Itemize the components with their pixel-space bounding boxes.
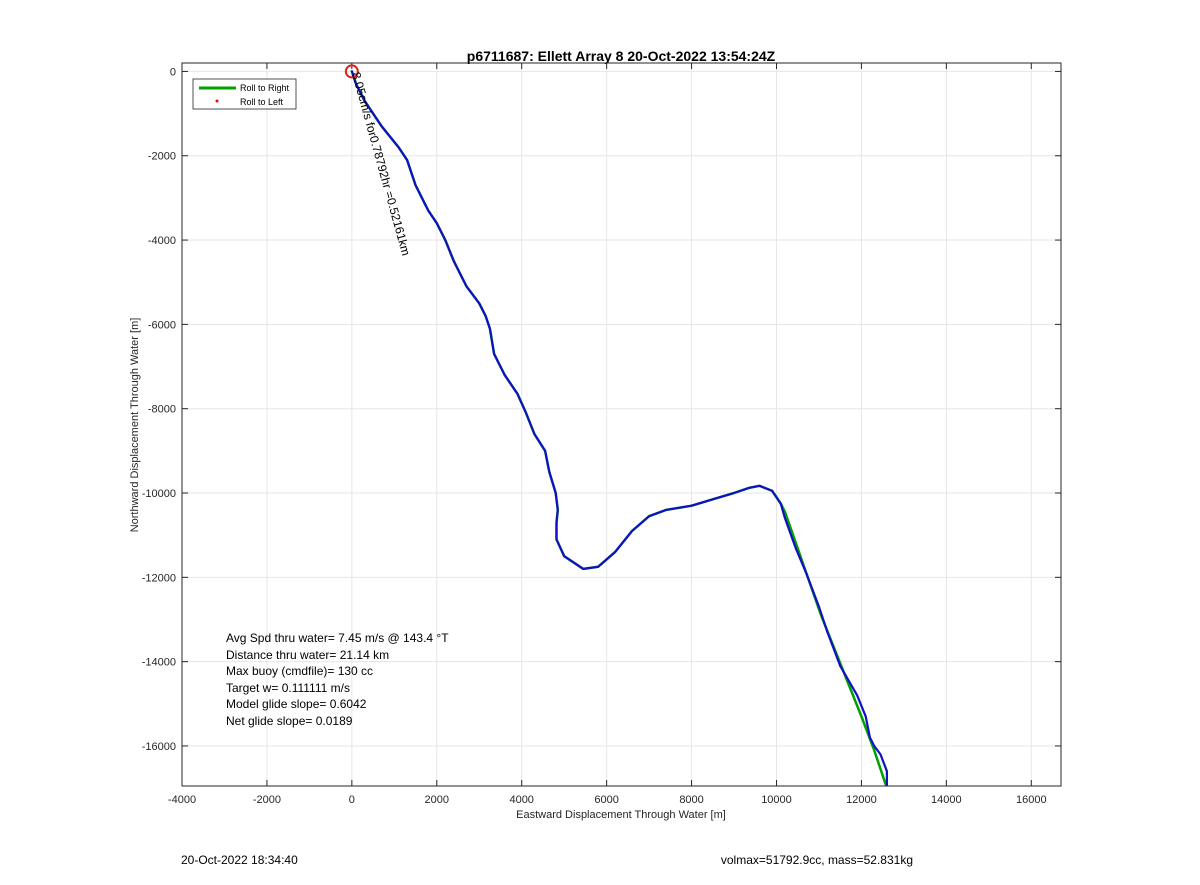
footer-timestamp: 20-Oct-2022 18:34:40 [181, 853, 298, 867]
legend-swatch-roll-left [215, 99, 219, 103]
chart-title: p6711687: Ellett Array 8 20-Oct-2022 13:… [467, 48, 776, 64]
y-tick-label: -12000 [142, 572, 176, 584]
y-axis: 0 -2000 -4000 -6000 -8000 -10000 -12000 -14000 -… [142, 66, 1061, 753]
stats-block: Avg Spd thru water= 7.45 m/s @ 143.4 °T … [226, 631, 449, 728]
footer-vol-mass: volmax=51792.9cc, mass=52.831kg [721, 853, 913, 867]
x-tick-label: 12000 [846, 794, 877, 806]
track-annotation: 8.05cm/s for0.78792hr =0.52161km [349, 71, 413, 258]
y-axis-label: Northward Displacement Through Water [m] [129, 318, 141, 533]
y-tick-label: -6000 [148, 319, 176, 331]
x-tick-label: 0 [349, 794, 355, 806]
stat-target-w: Target w= 0.111111 m/s [226, 681, 350, 695]
series-line-roll-right [350, 70, 888, 786]
x-tick-label: -4000 [168, 794, 196, 806]
y-tick-label: 0 [170, 66, 176, 78]
y-tick-label: -8000 [148, 404, 176, 416]
x-tick-label: 14000 [931, 794, 962, 806]
y-tick-label: -2000 [148, 151, 176, 163]
x-tick-label: 2000 [425, 794, 449, 806]
x-tick-label: 8000 [679, 794, 703, 806]
series-group [350, 70, 888, 786]
y-tick-label: -10000 [142, 488, 176, 500]
legend: Roll to Right Roll to Left [192, 78, 297, 110]
series-line-roll-left [350, 70, 888, 786]
stat-net-glide-slope: Net glide slope= 0.0189 [226, 714, 353, 728]
legend-label-roll-left: Roll to Left [240, 97, 284, 107]
y-tick-label: -14000 [142, 657, 176, 669]
stat-distance: Distance thru water= 21.14 km [226, 648, 389, 662]
x-tick-label: 16000 [1016, 794, 1047, 806]
x-tick-label: 4000 [509, 794, 533, 806]
x-axis-label: Eastward Displacement Through Water [m] [516, 809, 726, 821]
x-tick-label: 6000 [594, 794, 618, 806]
stat-max-buoy: Max buoy (cmdfile)= 130 cc [226, 664, 373, 678]
start-marker [344, 64, 359, 79]
legend-box [192, 78, 297, 110]
stat-avg-speed: Avg Spd thru water= 7.45 m/s @ 143.4 °T [226, 631, 449, 645]
plot-area-frame [181, 62, 1062, 787]
y-tick-label: -4000 [148, 235, 176, 247]
y-tick-label: -16000 [142, 741, 176, 753]
x-tick-label: 10000 [761, 794, 792, 806]
legend-label-roll-right: Roll to Right [240, 83, 290, 93]
x-tick-label: -2000 [253, 794, 281, 806]
x-axis: -4000 -2000 0 2000 4000 6000 8000 10000 12000 140… [168, 63, 1047, 806]
grid-lines [181, 63, 1061, 786]
stat-model-glide-slope: Model glide slope= 0.6042 [226, 697, 367, 711]
